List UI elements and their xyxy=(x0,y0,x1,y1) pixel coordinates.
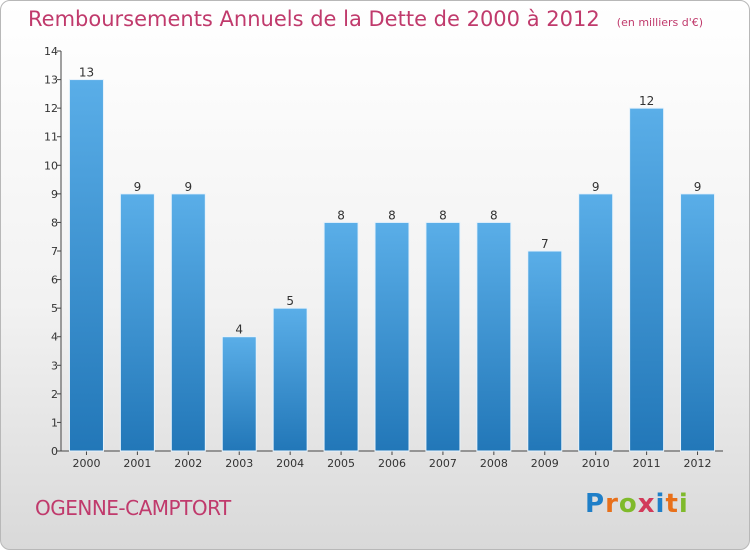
bar xyxy=(578,193,614,452)
logo-letter: i xyxy=(655,489,666,519)
y-tick-label: 4 xyxy=(51,331,58,344)
y-tick-label: 7 xyxy=(51,245,58,258)
x-tick-label: 2012 xyxy=(684,457,712,470)
bar xyxy=(629,107,665,452)
x-tick-label: 2004 xyxy=(276,457,304,470)
logo-letter: o xyxy=(618,489,638,519)
bar xyxy=(476,221,512,452)
bar xyxy=(221,336,257,452)
bar xyxy=(374,221,410,452)
data-label: 12 xyxy=(639,94,654,108)
proxiti-logo: Proxiti xyxy=(585,489,689,519)
y-tick-label: 9 xyxy=(51,188,58,201)
y-tick-label: 0 xyxy=(51,445,58,458)
data-label: 13 xyxy=(79,66,94,80)
data-label: 9 xyxy=(592,180,600,194)
logo-letter: r xyxy=(605,489,619,519)
y-tick-label: 14 xyxy=(44,45,58,58)
logo-letter: x xyxy=(637,489,656,519)
data-label: 9 xyxy=(184,180,192,194)
y-tick-label: 6 xyxy=(51,274,58,287)
y-tick-label: 10 xyxy=(44,159,58,172)
data-label: 9 xyxy=(134,180,142,194)
y-tick-label: 2 xyxy=(51,388,58,401)
x-tick-label: 2010 xyxy=(582,457,610,470)
x-tick-label: 2008 xyxy=(480,457,508,470)
commune-name: OGENNE-CAMPTORT xyxy=(35,496,231,520)
x-tick-label: 2002 xyxy=(174,457,202,470)
x-tick-label: 2006 xyxy=(378,457,406,470)
bar xyxy=(323,221,359,452)
data-label: 8 xyxy=(439,208,447,222)
y-tick-label: 8 xyxy=(51,216,58,229)
data-label: 9 xyxy=(694,180,702,194)
x-tick-label: 2011 xyxy=(633,457,661,470)
y-tick-label: 13 xyxy=(44,74,58,87)
data-label: 5 xyxy=(286,294,294,308)
bars xyxy=(68,79,716,452)
title-row: Remboursements Annuels de la Dette de 20… xyxy=(28,7,703,31)
data-label: 7 xyxy=(541,237,549,251)
data-label: 4 xyxy=(235,323,243,337)
bar xyxy=(170,193,206,452)
x-tick-label: 2003 xyxy=(225,457,253,470)
x-tick-label: 2009 xyxy=(531,457,559,470)
data-label: 8 xyxy=(388,208,396,222)
y-tick-label: 3 xyxy=(51,359,58,372)
logo-letter: t xyxy=(665,489,679,519)
y-tick-label: 1 xyxy=(51,416,58,429)
bar xyxy=(527,250,563,452)
chart-subtitle: (en milliers d'€) xyxy=(616,16,704,29)
y-tick-label: 5 xyxy=(51,302,58,315)
bar xyxy=(425,221,461,452)
bar xyxy=(680,193,716,452)
y-tick-label: 12 xyxy=(44,102,58,115)
chart-title: Remboursements Annuels de la Dette de 20… xyxy=(28,7,600,31)
bar xyxy=(68,79,104,452)
data-label: 8 xyxy=(490,208,498,222)
logo-letter: P xyxy=(585,489,606,519)
labels: 13 2000 9 2001 9 2002 4 2003 5 2004 8 2005 8 2006 8 200… xyxy=(72,66,711,470)
y-tick-label: 11 xyxy=(44,131,58,144)
x-tick-label: 2001 xyxy=(123,457,151,470)
logo-letter: i xyxy=(678,489,689,519)
x-tick-label: 2007 xyxy=(429,457,457,470)
bar xyxy=(119,193,155,452)
data-label: 8 xyxy=(337,208,345,222)
x-tick-label: 2000 xyxy=(72,457,100,470)
bar xyxy=(272,307,308,452)
x-tick-label: 2005 xyxy=(327,457,355,470)
